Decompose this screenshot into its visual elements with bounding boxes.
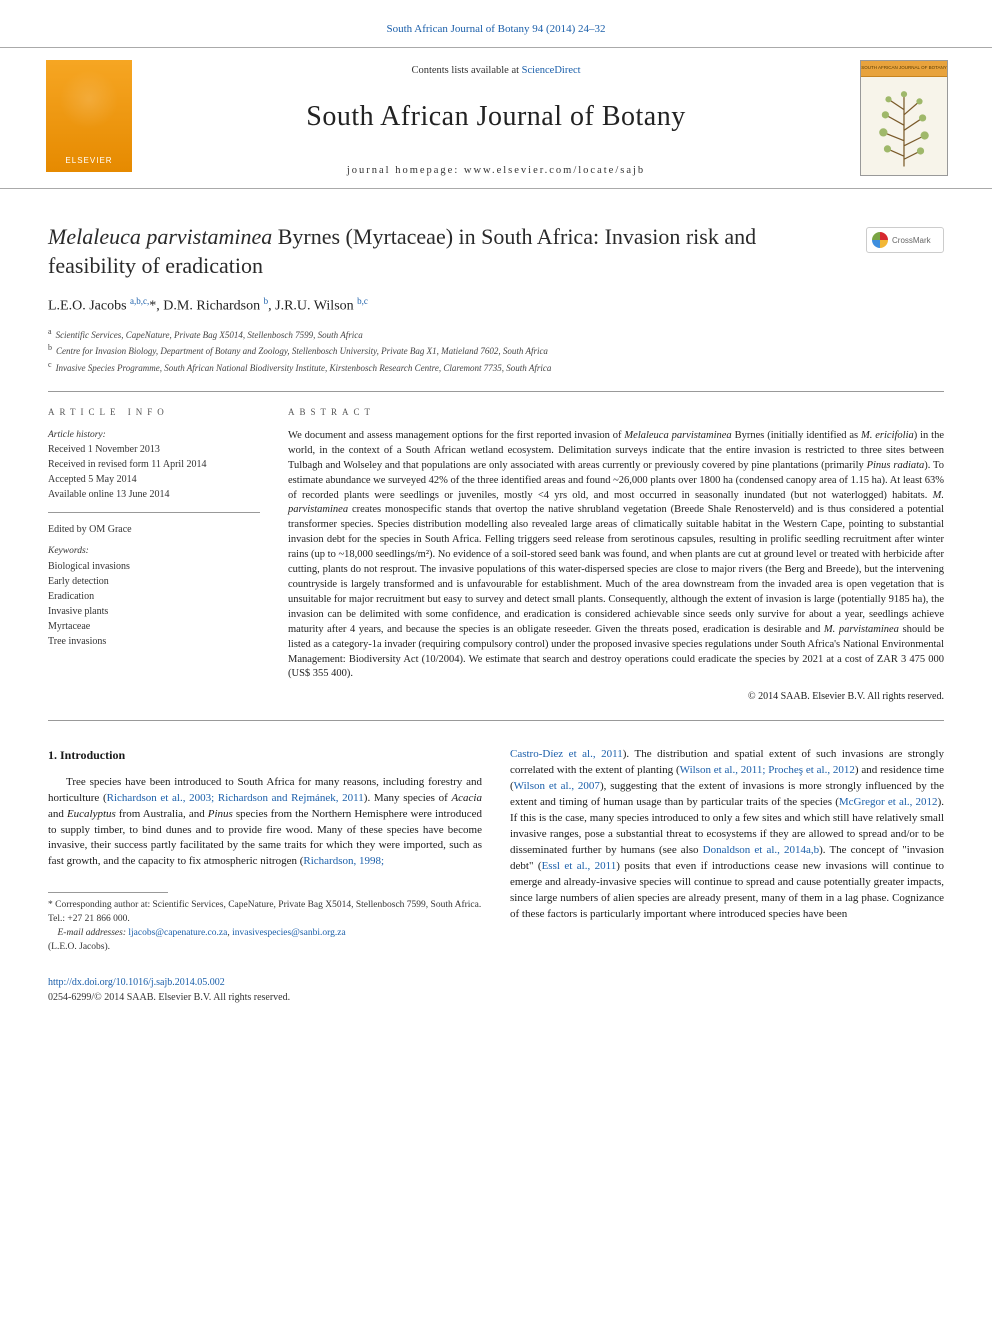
contents-lists-line: Contents lists available at ScienceDirec…	[150, 64, 842, 79]
body-columns: 1. Introduction Tree species have been i…	[48, 747, 944, 1005]
article-history-block: Article history: Received 1 November 201…	[48, 429, 260, 513]
author-line: L.E.O. Jacobs a,b,c,*, D.M. Richardson b…	[48, 295, 944, 316]
affiliation: aScientific Services, CapeNature, Privat…	[48, 326, 944, 343]
keywords-block: Keywords: Biological invasions Early det…	[48, 545, 260, 648]
keyword: Myrtaceae	[48, 620, 260, 634]
keyword: Biological invasions	[48, 560, 260, 574]
title-row: Melaleuca parvistaminea Byrnes (Myrtacea…	[48, 223, 944, 280]
abstract-column: ABSTRACT We document and assess manageme…	[288, 406, 944, 704]
affiliation: cInvasive Species Programme, South Afric…	[48, 359, 944, 376]
body-paragraph: Tree species have been introduced to Sou…	[48, 775, 482, 871]
corr-email-link[interactable]: ljacobs@capenature.co.za	[128, 928, 227, 938]
keyword: Tree invasions	[48, 635, 260, 649]
edited-by-line: Edited by OM Grace	[48, 523, 260, 537]
history-line: Available online 13 June 2014	[48, 488, 260, 502]
keyword: Invasive plants	[48, 605, 260, 619]
journal-name: South African Journal of Botany	[150, 97, 842, 136]
abstract-heading: ABSTRACT	[288, 406, 944, 419]
affiliations-block: aScientific Services, CapeNature, Privat…	[48, 326, 944, 376]
history-line: Received 1 November 2013	[48, 443, 260, 457]
corr-email-link[interactable]: invasivespecies@sanbi.org.za	[232, 928, 346, 938]
corr-author-paren: (L.E.O. Jacobs).	[48, 942, 110, 952]
correspondence-rule	[48, 892, 168, 893]
crossmark-label: CrossMark	[892, 235, 931, 246]
corr-text: Corresponding author at: Scientific Serv…	[48, 900, 481, 924]
affiliation: bCentre for Invasion Biology, Department…	[48, 342, 944, 359]
journal-header: ELSEVIER Contents lists available at Sci…	[0, 47, 992, 189]
section-heading: 1. Introduction	[48, 747, 482, 764]
history-heading: Article history:	[48, 429, 260, 442]
keyword: Early detection	[48, 575, 260, 589]
top-citation-bar: South African Journal of Botany 94 (2014…	[0, 0, 992, 47]
abstract-text: We document and assess management option…	[288, 429, 944, 682]
article-info-column: ARTICLE INFO Article history: Received 1…	[48, 406, 260, 704]
history-line: Accepted 5 May 2014	[48, 473, 260, 487]
sciencedirect-link[interactable]: ScienceDirect	[522, 65, 581, 76]
body-paragraph: Castro-Díez et al., 2011). The distribut…	[510, 747, 944, 922]
journal-header-center: Contents lists available at ScienceDirec…	[150, 48, 842, 179]
rule-above-info	[48, 391, 944, 392]
keyword: Eradication	[48, 590, 260, 604]
article-title: Melaleuca parvistaminea Byrnes (Myrtacea…	[48, 223, 944, 280]
email-label: E-mail addresses:	[58, 928, 127, 938]
rule-above-body	[48, 720, 944, 721]
abstract-copyright: © 2014 SAAB. Elsevier B.V. All rights re…	[288, 690, 944, 704]
issn-copyright: 0254-6299/© 2014 SAAB. Elsevier B.V. All…	[48, 992, 290, 1003]
elsevier-logo-text: ELSEVIER	[65, 155, 112, 166]
corr-star: *	[48, 900, 53, 910]
doi-footer: http://dx.doi.org/10.1016/j.sajb.2014.05…	[48, 976, 482, 1005]
keywords-heading: Keywords:	[48, 545, 260, 558]
history-line: Received in revised form 11 April 2014	[48, 458, 260, 472]
correspondence-block: * Corresponding author at: Scientific Se…	[48, 899, 482, 954]
body-col-right: Castro-Díez et al., 2011). The distribut…	[510, 747, 944, 1005]
cover-tree-icon	[873, 89, 935, 172]
doi-link[interactable]: http://dx.doi.org/10.1016/j.sajb.2014.05…	[48, 977, 225, 988]
article-main: Melaleuca parvistaminea Byrnes (Myrtacea…	[0, 189, 992, 1029]
cover-title-text: SOUTH AFRICAN JOURNAL OF BOTANY	[861, 66, 947, 71]
article-info-heading: ARTICLE INFO	[48, 406, 260, 419]
body-col-left: 1. Introduction Tree species have been i…	[48, 747, 482, 1005]
journal-cover-thumbnail[interactable]: SOUTH AFRICAN JOURNAL OF BOTANY	[860, 60, 948, 176]
crossmark-button[interactable]: CrossMark	[866, 227, 944, 253]
section-title: Introduction	[60, 748, 125, 762]
info-abstract-row: ARTICLE INFO Article history: Received 1…	[48, 406, 944, 704]
citation-link[interactable]: South African Journal of Botany 94 (2014…	[386, 23, 605, 35]
cover-title-bar: SOUTH AFRICAN JOURNAL OF BOTANY	[861, 61, 947, 77]
section-number: 1.	[48, 748, 57, 762]
contents-prefix: Contents lists available at	[411, 65, 521, 76]
journal-homepage-line: journal homepage: www.elsevier.com/locat…	[150, 164, 842, 179]
elsevier-logo[interactable]: ELSEVIER	[46, 60, 132, 172]
crossmark-icon	[872, 232, 888, 248]
